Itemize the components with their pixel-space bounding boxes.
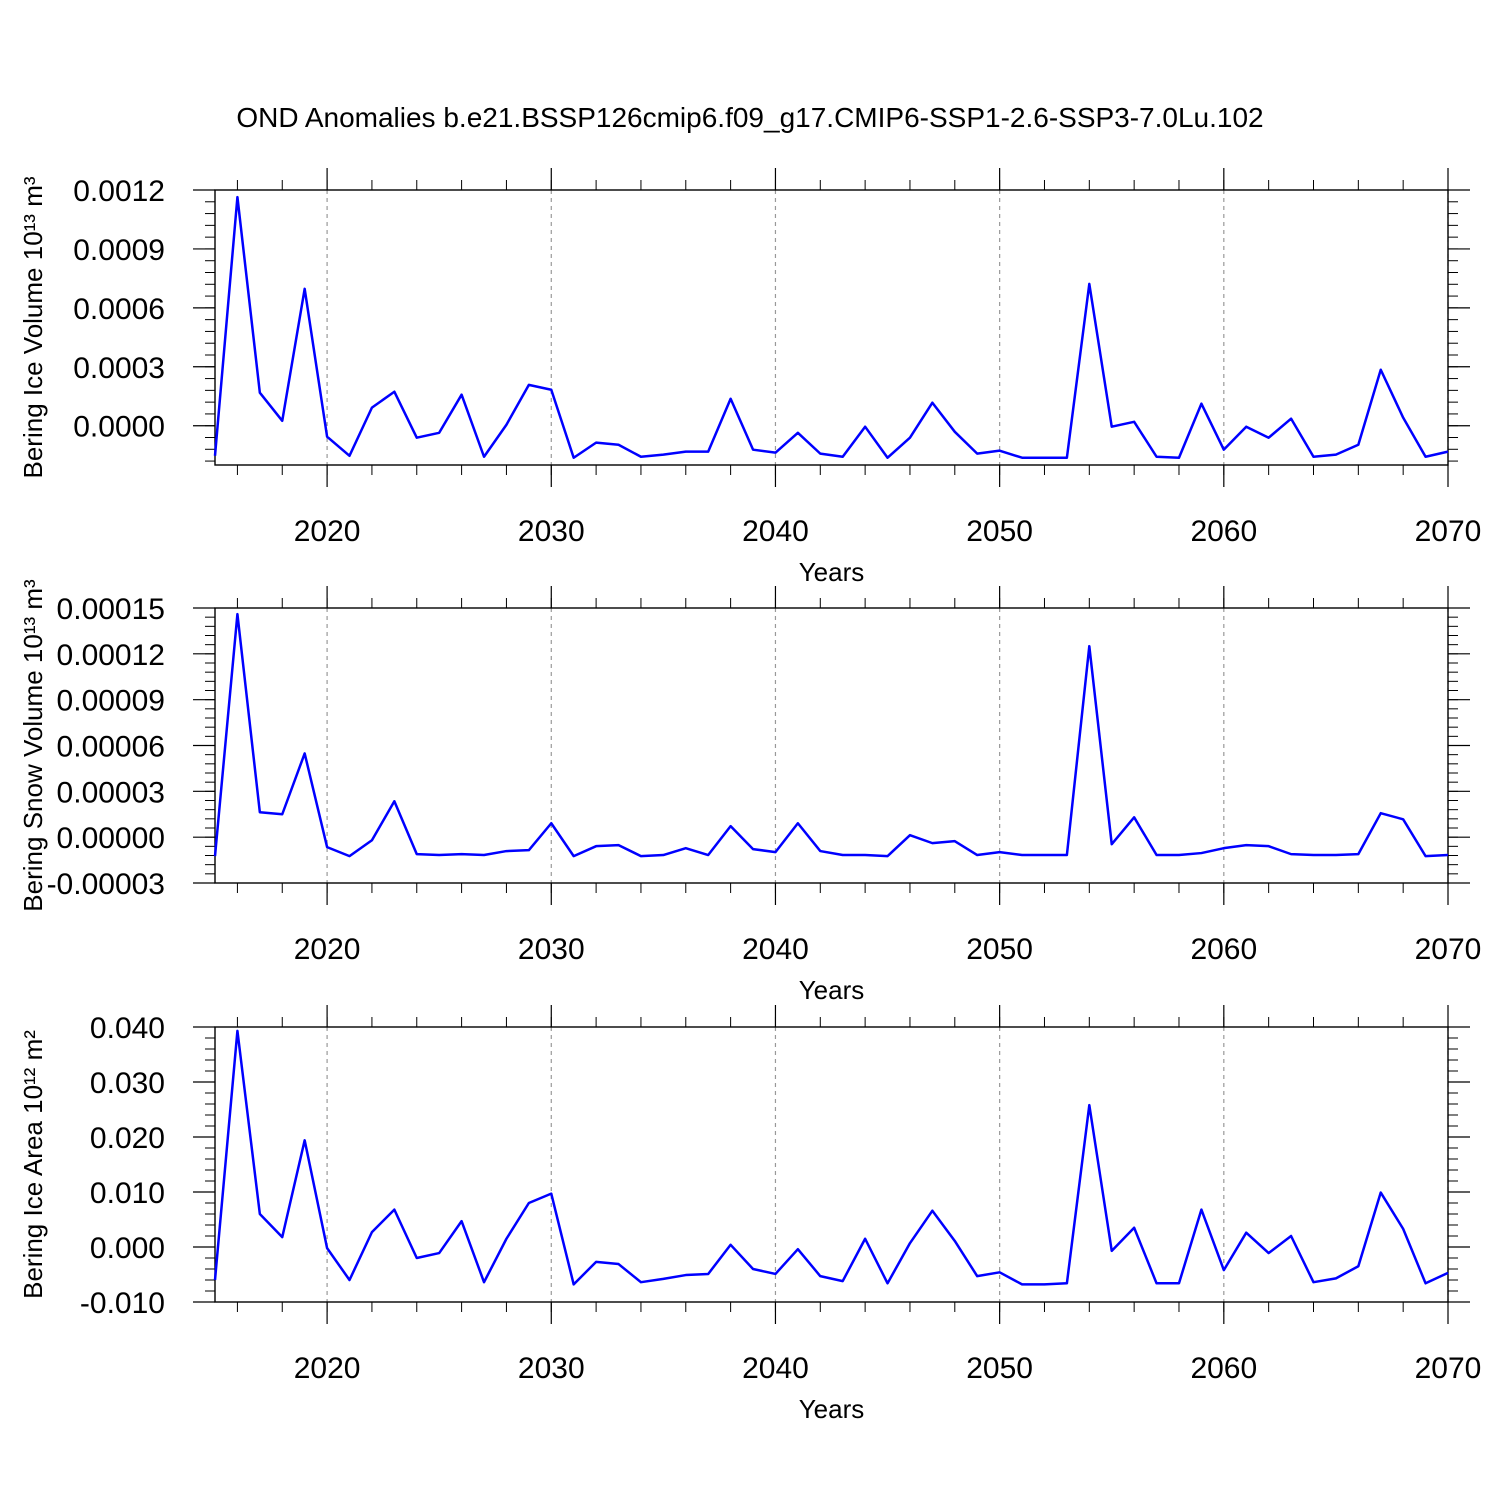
y-tick-label: 0.040 xyxy=(90,1012,165,1045)
x-tick-label: 2040 xyxy=(742,1352,809,1385)
y-tick-label: 0.0006 xyxy=(73,293,165,326)
y-axis-label: Bering Ice Area 10¹² m² xyxy=(18,1030,48,1299)
y-tick-label: 0.030 xyxy=(90,1067,165,1100)
chart-title: OND Anomalies b.e21.BSSP126cmip6.f09_g17… xyxy=(236,102,1263,133)
y-tick-label: 0.00009 xyxy=(57,685,165,718)
y-tick-label: 0.0009 xyxy=(73,234,165,267)
x-axis-label: Years xyxy=(799,975,865,1005)
y-tick-label: -0.00003 xyxy=(47,868,165,901)
y-axis-label: Bering Ice Volume 10¹³ m³ xyxy=(18,176,48,478)
x-tick-label: 2060 xyxy=(1190,933,1257,966)
y-axis-label: Bering Snow Volume 10¹³ m³ xyxy=(18,579,48,912)
y-tick-label: 0.00012 xyxy=(57,639,165,672)
y-tick-label: 0.020 xyxy=(90,1122,165,1155)
panel: 2020 2030 2040 2050 2060 2070 0.0000 0.0003 0.00… xyxy=(18,168,1481,587)
x-tick-label: 2070 xyxy=(1415,933,1482,966)
x-tick-label: 2020 xyxy=(294,1352,361,1385)
y-tick-label: 0.010 xyxy=(90,1177,165,1210)
x-tick-label: 2060 xyxy=(1190,515,1257,548)
x-tick-label: 2030 xyxy=(518,933,585,966)
x-tick-label: 2020 xyxy=(294,933,361,966)
panel: 2020 2030 2040 2050 2060 2070 -0.010 0.000 0.010… xyxy=(18,1005,1481,1424)
x-tick-label: 2030 xyxy=(518,1352,585,1385)
plot-frame xyxy=(214,607,1449,884)
panel: 2020 2030 2040 2050 2060 2070 -0.00003 0.00000 0… xyxy=(18,579,1481,1005)
y-tick-label: 0.000 xyxy=(90,1232,165,1265)
x-tick-label: 2070 xyxy=(1415,1352,1482,1385)
plot-frame xyxy=(214,1026,1449,1303)
x-axis-label: Years xyxy=(799,1394,865,1424)
x-tick-label: 2050 xyxy=(966,515,1033,548)
y-tick-label: -0.010 xyxy=(80,1287,165,1320)
y-tick-label: 0.00006 xyxy=(57,731,165,764)
x-axis-label: Years xyxy=(799,557,865,587)
y-tick-label: 0.00015 xyxy=(57,593,165,626)
x-tick-label: 2030 xyxy=(518,515,585,548)
data-line xyxy=(213,612,1449,858)
y-tick-label: 0.0003 xyxy=(73,352,165,385)
data-line xyxy=(213,195,1449,459)
x-tick-label: 2050 xyxy=(966,933,1033,966)
x-tick-label: 2040 xyxy=(742,515,809,548)
x-tick-label: 2070 xyxy=(1415,515,1482,548)
data-line xyxy=(213,1029,1449,1286)
x-tick-label: 2050 xyxy=(966,1352,1033,1385)
y-tick-label: 0.00000 xyxy=(57,822,165,855)
x-tick-label: 2060 xyxy=(1190,1352,1257,1385)
y-tick-label: 0.00003 xyxy=(57,776,165,809)
y-tick-label: 0.0000 xyxy=(73,411,165,444)
plot-frame xyxy=(214,189,1449,466)
x-tick-label: 2020 xyxy=(294,515,361,548)
y-tick-label: 0.0012 xyxy=(73,175,165,208)
x-tick-label: 2040 xyxy=(742,933,809,966)
